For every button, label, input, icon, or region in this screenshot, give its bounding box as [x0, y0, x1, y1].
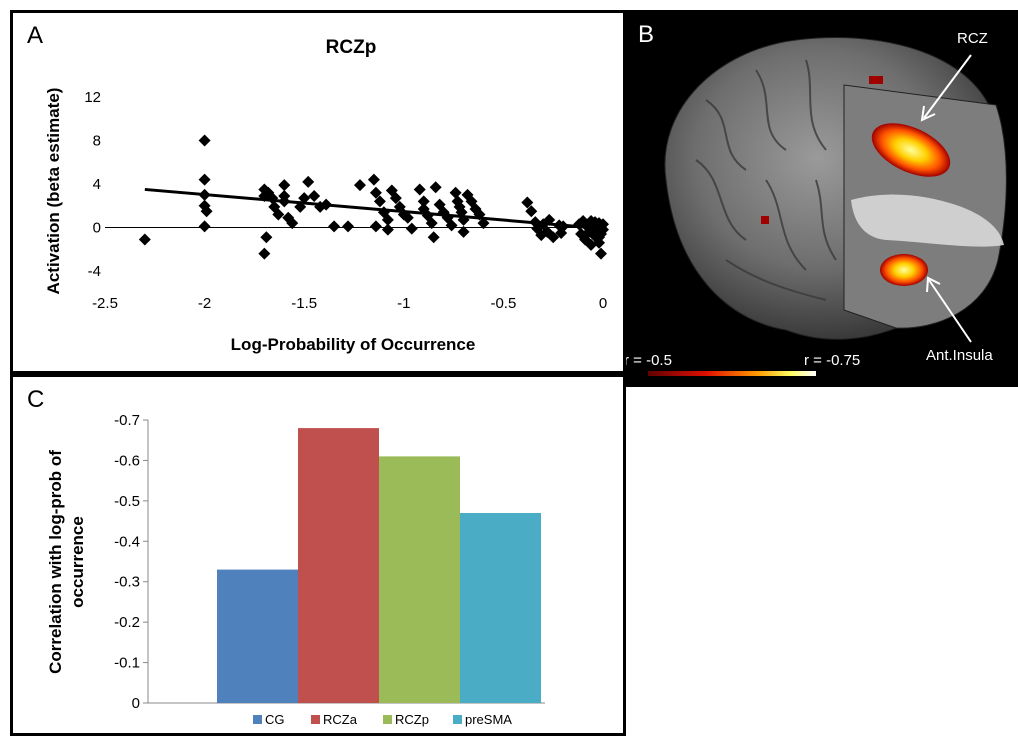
legend-swatch: [383, 715, 392, 724]
panel-a-letter: A: [27, 22, 43, 49]
data-point: [547, 231, 560, 244]
x-tick-label: 0: [599, 295, 607, 312]
data-point: [373, 195, 386, 208]
chart-title: RCZp: [326, 37, 377, 58]
legend-swatch: [453, 715, 462, 724]
x-tick-label: -2: [198, 295, 211, 312]
y-tick-label: -0.4: [114, 533, 140, 550]
panel-b: B RCZ Ant.Insula r = -0.5 r = -0.75: [626, 10, 1018, 387]
data-point: [138, 233, 151, 246]
legend-label: RCZp: [395, 712, 429, 727]
sulci: [695, 59, 837, 301]
x-tick-label: -1: [397, 295, 410, 312]
rcz-activation: [871, 123, 951, 177]
data-point: [457, 225, 470, 238]
trend-line: [144, 187, 604, 231]
data-point: [198, 220, 211, 233]
legend-label: CG: [265, 712, 285, 727]
y-axis-label: Correlation with log-prob of occurrence: [46, 450, 87, 674]
y-tick-label: -0.5: [114, 493, 140, 510]
data-point: [278, 179, 291, 192]
y-axis-label-line: Correlation with log-prob of: [46, 450, 65, 674]
x-axis-label: Log-Probability of Occurrence: [231, 335, 476, 354]
y-tick-label: 4: [93, 176, 101, 193]
rcz-arrow: [923, 54, 972, 119]
data-point: [200, 205, 213, 218]
legend-label: RCZa: [323, 712, 358, 727]
x-tick-label: -1.5: [291, 295, 317, 312]
y-tick-label: 0: [132, 695, 140, 712]
data-point: [369, 186, 382, 199]
scatter-plot: A RCZp -4 0 4 8 12 -2.5 -2 -1.5 -1 -0.5 0 Log-Probabi…: [27, 22, 609, 354]
data-point: [381, 223, 394, 236]
data-point: [342, 220, 355, 233]
y-tick-label: -0.1: [114, 655, 140, 672]
bar-rczp: [379, 456, 460, 703]
data-point: [302, 175, 315, 188]
data-point: [405, 222, 418, 235]
panel-b-letter: B: [638, 21, 654, 48]
data-point: [367, 173, 380, 186]
data-point: [286, 217, 299, 230]
data-point: [308, 189, 321, 202]
y-tick-label: 0: [93, 220, 101, 237]
panel-c-letter: C: [27, 386, 44, 413]
data-point: [427, 231, 440, 244]
insula-label: Ant.Insula: [926, 347, 993, 364]
y-axis-label-line: occurrence: [68, 516, 87, 608]
bar-cg: [217, 569, 298, 703]
data-point: [425, 217, 438, 230]
data-point: [198, 173, 211, 186]
colorbar-right-label: r = -0.75: [804, 352, 860, 369]
small-activation: [761, 216, 769, 224]
data-point: [521, 196, 534, 209]
y-tick-label: -4: [88, 263, 101, 280]
insula-activation: [880, 254, 928, 286]
rcz-label: RCZ: [957, 30, 988, 47]
data-point: [449, 186, 462, 199]
data-point: [328, 220, 341, 233]
legend-swatch: [311, 715, 320, 724]
data-point: [260, 231, 273, 244]
bar-presma: [460, 512, 541, 703]
data-point: [369, 220, 382, 233]
data-point: [298, 192, 311, 205]
x-tick-label: -0.5: [490, 295, 516, 312]
bar-rcza: [298, 428, 379, 703]
colorbar-left-label: r = -0.5: [626, 352, 672, 369]
panel-a: A RCZp -4 0 4 8 12 -2.5 -2 -1.5 -1 -0.5 0 Log-Probabi…: [10, 10, 626, 374]
data-point: [258, 247, 271, 260]
legend-label: preSMA: [465, 712, 512, 727]
insula-arrow: [928, 279, 972, 343]
y-tick-label: 8: [93, 133, 101, 150]
data-point: [198, 134, 211, 147]
bar-chart: C -0.7 -0.6 -0.5 -0.4 -0.3 -0.2 -0.1 0 Correlatio…: [27, 386, 545, 727]
data-point: [353, 179, 366, 192]
colorbar: [648, 371, 816, 376]
data-point: [445, 219, 458, 232]
y-tick-label: 12: [84, 89, 101, 106]
data-point: [381, 213, 394, 226]
y-tick-label: -0.2: [114, 614, 140, 631]
top-activation: [869, 76, 883, 84]
data-point: [401, 211, 414, 224]
legend-swatch: [253, 715, 262, 724]
x-tick-label: -2.5: [92, 295, 118, 312]
y-tick-label: -0.7: [114, 412, 140, 429]
data-point: [595, 247, 608, 260]
y-axis-label: Activation (beta estimate): [44, 88, 63, 295]
data-point: [272, 208, 285, 221]
data-point: [593, 231, 606, 244]
y-tick-label: -0.3: [114, 574, 140, 591]
data-point: [417, 195, 430, 208]
brain-render: B RCZ Ant.Insula r = -0.5 r = -0.75: [626, 21, 1007, 376]
y-tick-label: -0.6: [114, 452, 140, 469]
white-matter: [851, 194, 1004, 247]
data-point: [413, 183, 426, 196]
data-point: [525, 205, 538, 218]
data-point: [429, 181, 442, 194]
data-point: [477, 217, 490, 230]
data-point: [389, 192, 402, 205]
panel-c: C -0.7 -0.6 -0.5 -0.4 -0.3 -0.2 -0.1 0 Correlatio…: [10, 374, 626, 736]
